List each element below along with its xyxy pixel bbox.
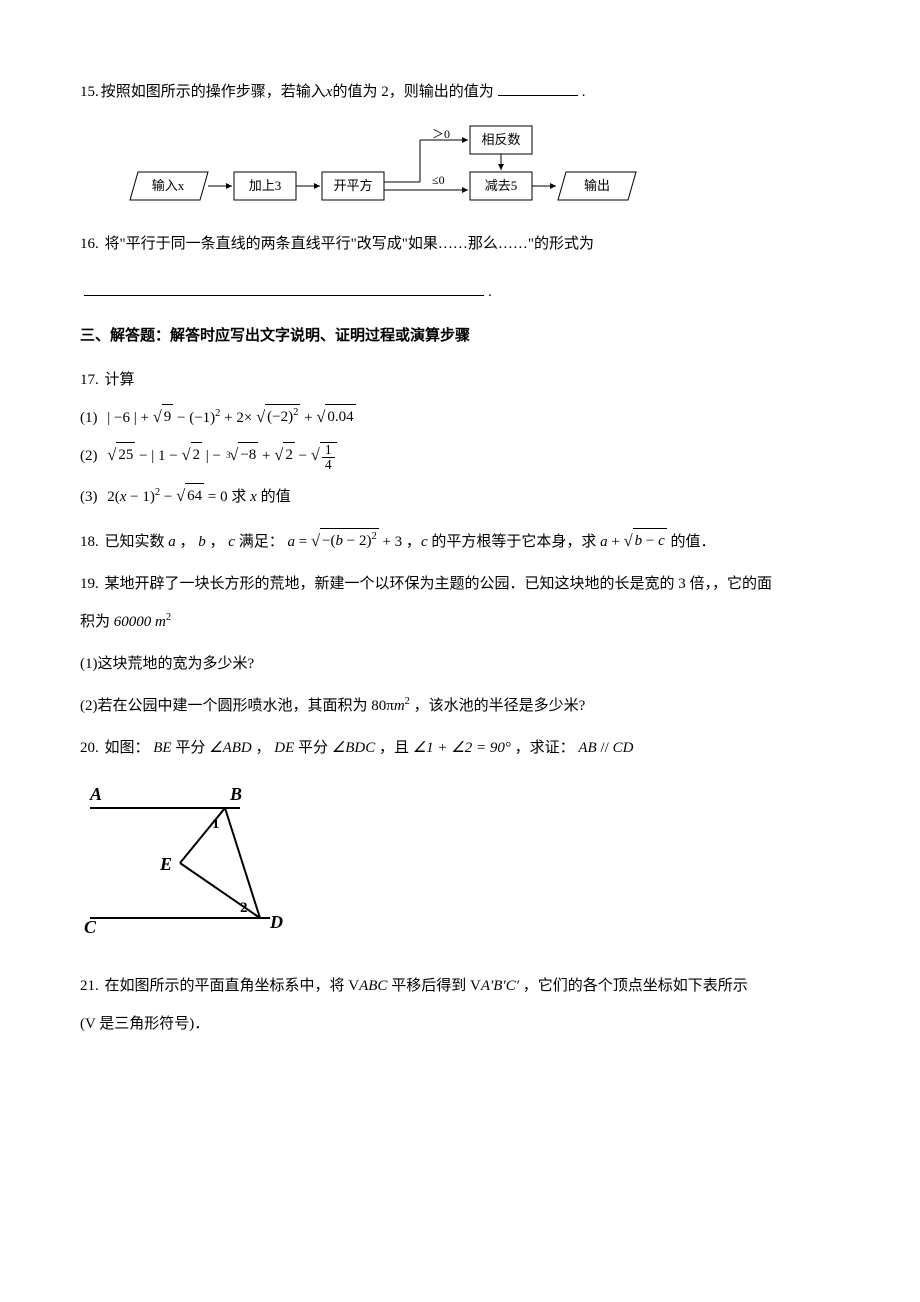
q20-number: 20.	[80, 740, 99, 756]
fc-minus: 减去5	[485, 178, 518, 193]
lbl-2: 2	[240, 900, 248, 916]
q20-comma1: ，	[255, 740, 270, 756]
q16-number: 16.	[80, 236, 99, 252]
q15-text-suffix: .	[582, 80, 586, 104]
q19-area: 60000	[114, 614, 152, 630]
q20-ab: AB	[578, 740, 596, 756]
flowchart-svg: 输入x 加上3 开平方 ＞0 相反数 ≤0 减去5 输出	[120, 122, 720, 212]
fc-output: 输出	[584, 178, 610, 193]
q21-v2: V	[470, 978, 481, 994]
q17-p2-expr: √25 − | 1 − √2 | − 3√−8 + √2 − √14	[107, 448, 336, 464]
q17-p1-label: (1)	[80, 410, 98, 426]
question-21: 21. 在如图所示的平面直角坐标系中，将 VABC 平移后得到 VA′B′C′ …	[80, 974, 840, 1036]
q18-c2: ，	[210, 534, 225, 550]
q21-text-a: 在如图所示的平面直角坐标系中，将	[105, 978, 349, 994]
q21-text-d: (V 是三角形符号)．	[80, 1016, 209, 1032]
q20-abd: ∠ABD	[209, 740, 252, 756]
q18-number: 18.	[80, 534, 99, 550]
q18-suffix: 的值．	[671, 534, 716, 550]
q17-p3-expr: 2(x − 1)2 − √64 = 0	[107, 489, 231, 505]
q17-p2-label: (2)	[80, 448, 98, 464]
q17-p1-expr: | −6 | + √9 − (−1)2 + 2× √(−2)2 + √0.04	[107, 410, 355, 426]
q15-var-x: x	[326, 80, 333, 104]
q21-text-b: 平移后得到	[391, 978, 470, 994]
q18-prefix: 已知实数	[105, 534, 169, 550]
q21-abc: ABC	[359, 978, 387, 994]
q20-eq: ∠1 + ∠2 = 90°	[413, 740, 511, 756]
q18-find: a + √b − c	[600, 534, 670, 550]
q19-p2b: ，该水池的半径是多少米?	[414, 698, 586, 714]
q15-flowchart: 输入x 加上3 开平方 ＞0 相反数 ≤0 减去5 输出	[120, 122, 840, 212]
q20-cd: CD	[613, 740, 634, 756]
q21-number: 21.	[80, 978, 99, 994]
fc-gt: ＞0	[432, 127, 450, 141]
q16-blank	[84, 281, 484, 296]
q17-title: 计算	[105, 372, 135, 388]
q19-p2: (2)若在公园中建一个圆形喷水池，其面积为 80πm2 ，该水池的半径是多少米?	[80, 694, 840, 718]
q18-b: b	[198, 534, 206, 550]
q17-p3-label: (3)	[80, 489, 98, 505]
q19-line1b: 积为	[80, 614, 110, 630]
question-15: 15. 按照如图所示的操作步骤，若输入 x 的值为 2，则输出的值为 .	[80, 80, 840, 104]
q20-and: ，且	[379, 740, 413, 756]
q15-blank	[498, 81, 578, 96]
q21-tri2: VA′B′C′	[470, 978, 519, 994]
q18-a: a	[168, 534, 176, 550]
q15-text-prefix: 按照如图所示的操作步骤，若输入	[101, 80, 326, 104]
q21-v1: V	[348, 978, 359, 994]
q21-abc2: A′B′C′	[481, 978, 519, 994]
q18-eq: a = √−(b − 2)2 + 3	[287, 534, 405, 550]
lbl-1: 1	[212, 816, 220, 832]
q20-bdc: ∠BDC	[332, 740, 375, 756]
q15-text-mid: 的值为 2，则输出的值为	[332, 80, 493, 104]
fc-opp: 相反数	[481, 132, 520, 147]
lbl-D: D	[269, 912, 283, 932]
q18-c1: ，	[180, 534, 195, 550]
q15-number: 15.	[80, 80, 99, 104]
question-20: 20. 如图： BE 平分 ∠ABD ， DE 平分 ∠BDC ，且 ∠1 + …	[80, 736, 840, 760]
lbl-E: E	[159, 854, 172, 874]
q19-p2-area: 80πm2	[371, 698, 410, 714]
q18-satisfy: 满足：	[239, 534, 284, 550]
lbl-A: A	[89, 784, 102, 804]
q20-de: DE	[274, 740, 294, 756]
q16-period: .	[488, 284, 492, 300]
q18-c: c	[228, 534, 235, 550]
q21-text-c: ，它们的各个顶点坐标如下表所示	[523, 978, 748, 994]
q16-text: 将"平行于同一条直线的两条直线平行"改写成"如果……那么……"的形式为	[105, 236, 595, 252]
q20-parallel: //	[600, 740, 608, 756]
q20-figure: A B C D E 1 2	[80, 778, 840, 946]
q20-bisect1: 平分	[175, 740, 209, 756]
question-19: 19. 某地开辟了一块长方形的荒地，新建一个以环保为主题的公园．已知这块地的长是…	[80, 572, 840, 718]
question-18: 18. 已知实数 a ， b ， c 满足： a = √−(b − 2)2 + …	[80, 528, 840, 554]
q20-be: BE	[153, 740, 171, 756]
question-16: 16. 将"平行于同一条直线的两条直线平行"改写成"如果……那么……"的形式为 …	[80, 232, 840, 304]
fc-add: 加上3	[249, 178, 282, 193]
q20-bisect2: 平分	[298, 740, 332, 756]
fc-input: 输入x	[152, 178, 185, 193]
q19-p2a: (2)若在公园中建一个圆形喷水池，其面积为	[80, 698, 368, 714]
lbl-B: B	[229, 784, 242, 804]
q19-p1: (1)这块荒地的宽为多少米?	[80, 652, 840, 676]
lbl-C: C	[84, 917, 97, 937]
section-title: 三、解答题：解答时应写出文字说明、证明过程或演算步骤	[80, 324, 840, 348]
q17-part-1: (1) | −6 | + √9 − (−1)2 + 2× √(−2)2 + √0…	[80, 404, 840, 430]
q17-part-2: (2) √25 − | 1 − √2 | − 3√−8 + √2 − √14	[80, 442, 840, 471]
question-17: 17. 计算 (1) | −6 | + √9 − (−1)2 + 2× √(−2…	[80, 368, 840, 510]
geom-svg: A B C D E 1 2	[80, 778, 300, 938]
q18-ctext: ，c 的平方根等于它本身，求	[406, 534, 600, 550]
q19-line1a: 某地开辟了一块长方形的荒地，新建一个以环保为主题的公园．已知这块地的长是宽的 3…	[105, 576, 773, 592]
q17-number: 17.	[80, 372, 99, 388]
q17-part-3: (3) 2(x − 1)2 − √64 = 0 求 x 的值	[80, 483, 840, 509]
q21-tri1: VABC	[348, 978, 387, 994]
fc-sqrt: 开平方	[333, 178, 372, 193]
q17-p3-suffix: 求 x 的值	[231, 489, 290, 505]
q19-number: 19.	[80, 576, 99, 592]
fc-le: ≤0	[432, 173, 445, 187]
q20-prove: ，求证：	[515, 740, 575, 756]
q19-unit: m2	[155, 614, 171, 630]
q20-prefix: 如图：	[105, 740, 150, 756]
